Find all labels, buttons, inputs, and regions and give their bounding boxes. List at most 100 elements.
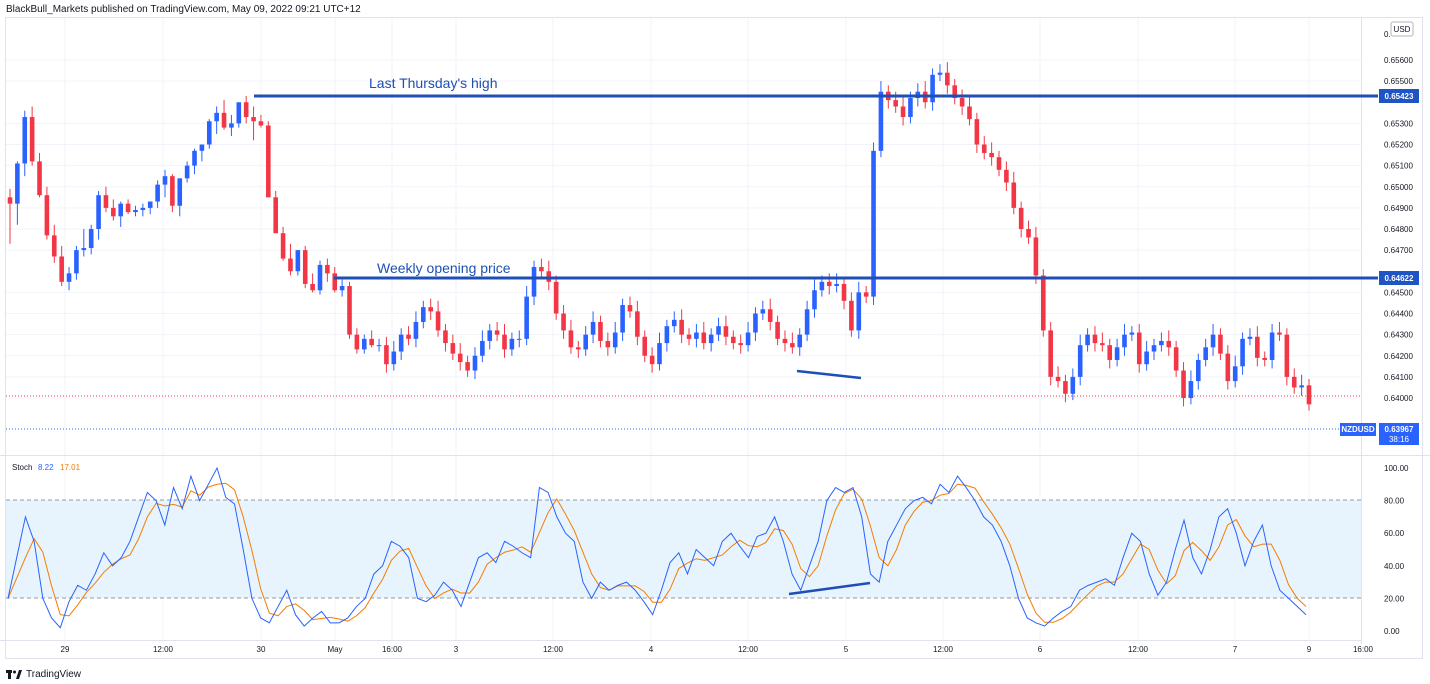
- candle-body: [59, 256, 64, 282]
- candle-body: [310, 283, 315, 291]
- candle-body: [1173, 347, 1179, 371]
- candle-body: [502, 334, 507, 350]
- candle-body: [1144, 351, 1149, 365]
- candle-body: [206, 121, 212, 145]
- candle-body: [1218, 334, 1223, 354]
- candle-body: [686, 334, 692, 339]
- candle-body: [1033, 237, 1039, 276]
- candle-body: [753, 313, 758, 333]
- candle-body: [635, 311, 640, 337]
- stoch-legend[interactable]: Stoch 8.22 17.01: [12, 463, 81, 472]
- candle-body: [192, 150, 197, 166]
- candle-body: [162, 176, 168, 185]
- candle-body: [1122, 334, 1127, 348]
- candle-body: [598, 321, 603, 341]
- price-axis[interactable]: 0.65600 0.65500 0.65300 0.65200 0.65100 0.650…: [1384, 56, 1413, 403]
- currency-button[interactable]: USD: [1390, 21, 1414, 37]
- time-tick-label: 30: [257, 645, 266, 654]
- candle-body: [642, 336, 648, 356]
- candle-body: [804, 309, 810, 335]
- candle-body: [900, 106, 906, 118]
- price-tick-label: 0.64000: [1384, 394, 1413, 403]
- stoch-tick-label: 60.00: [1384, 529, 1405, 538]
- annotation-thursday-high: Last Thursday's high: [369, 75, 498, 91]
- time-axis[interactable]: 29 12:00 30 May 16:00 3 12:00 4 12:00 5 12:00 6 12:0…: [61, 645, 1374, 654]
- annotation-weekly-open: Weekly opening price: [377, 260, 511, 276]
- price-tick-label: 0.64200: [1384, 352, 1413, 361]
- candle-body: [1166, 340, 1172, 348]
- candle-body: [1269, 332, 1275, 360]
- candle-body: [199, 144, 205, 151]
- time-tick-label: 12:00: [738, 645, 759, 654]
- candle-body: [280, 233, 286, 259]
- candle-body: [184, 165, 190, 179]
- candle-body: [398, 334, 404, 352]
- publisher-header: BlackBull_Markets published on TradingVi…: [6, 4, 361, 15]
- last-price-tag: 0.63967 38:16: [1379, 423, 1419, 445]
- candle-body: [863, 292, 869, 297]
- candle-body: [731, 336, 736, 344]
- candle-body: [576, 347, 581, 350]
- candle-body: [701, 332, 707, 344]
- stoch-tick-label: 20.00: [1384, 594, 1405, 603]
- candle-body: [716, 326, 721, 335]
- candle-body: [930, 74, 935, 103]
- candle-body: [354, 334, 360, 350]
- candle-body: [612, 332, 618, 348]
- stoch-tick-label: 100.00: [1384, 464, 1409, 473]
- candle-body: [1225, 353, 1231, 382]
- tradingview-logo-icon: [6, 670, 22, 679]
- price-tick-label: 0.65300: [1384, 119, 1413, 128]
- candle-body: [664, 326, 670, 344]
- candle-body: [81, 248, 87, 251]
- time-tick-label: 3: [454, 645, 459, 654]
- candle-body: [103, 195, 109, 208]
- candle-body: [738, 343, 743, 346]
- candle-body: [524, 296, 529, 339]
- candle-body: [221, 112, 227, 128]
- candle-body: [391, 351, 397, 365]
- currency-label: USD: [1394, 25, 1411, 34]
- chart-frame: [5, 17, 1423, 659]
- time-tick-label: 6: [1038, 645, 1043, 654]
- candle-body: [679, 319, 684, 335]
- candle-body: [1203, 347, 1208, 360]
- price-tick-label: 0.64900: [1384, 204, 1413, 213]
- svg-text:NZDUSD: NZDUSD: [1341, 425, 1375, 434]
- candle-body: [37, 161, 42, 196]
- candle-body: [251, 117, 256, 122]
- candle-body: [494, 330, 500, 335]
- price-tick-label: 0.64800: [1384, 225, 1413, 234]
- candle-body: [317, 264, 323, 291]
- candle-body: [258, 121, 264, 126]
- time-tick-label: 4: [649, 645, 654, 654]
- stoch-divergence-line: [788, 581, 871, 596]
- candle-body: [295, 250, 301, 272]
- time-tick-label: 12:00: [153, 645, 174, 654]
- candle-body: [967, 106, 972, 120]
- candle-body: [1291, 376, 1297, 388]
- candle-body: [937, 72, 943, 75]
- candle-body: [620, 305, 625, 333]
- candle-body: [649, 355, 655, 365]
- candles: [7, 62, 1312, 411]
- candle-body: [1262, 357, 1268, 360]
- candle-body: [1040, 275, 1046, 331]
- candle-body: [1232, 366, 1238, 382]
- stoch-tick-label: 40.00: [1384, 562, 1405, 571]
- candle-body: [1129, 332, 1135, 335]
- candle-body: [959, 98, 965, 107]
- candle-body: [1100, 343, 1105, 346]
- tradingview-brand[interactable]: TradingView: [6, 669, 81, 680]
- candle-body: [1136, 332, 1142, 365]
- candle-body: [908, 98, 913, 118]
- candle-body: [1277, 332, 1282, 335]
- candle-body: [694, 332, 699, 339]
- candle-body: [369, 338, 374, 346]
- candle-body: [229, 123, 234, 128]
- candle-body: [88, 229, 94, 249]
- candle-body: [856, 292, 862, 331]
- stoch-k-value: 8.22: [38, 463, 54, 472]
- candle-body: [1026, 229, 1031, 238]
